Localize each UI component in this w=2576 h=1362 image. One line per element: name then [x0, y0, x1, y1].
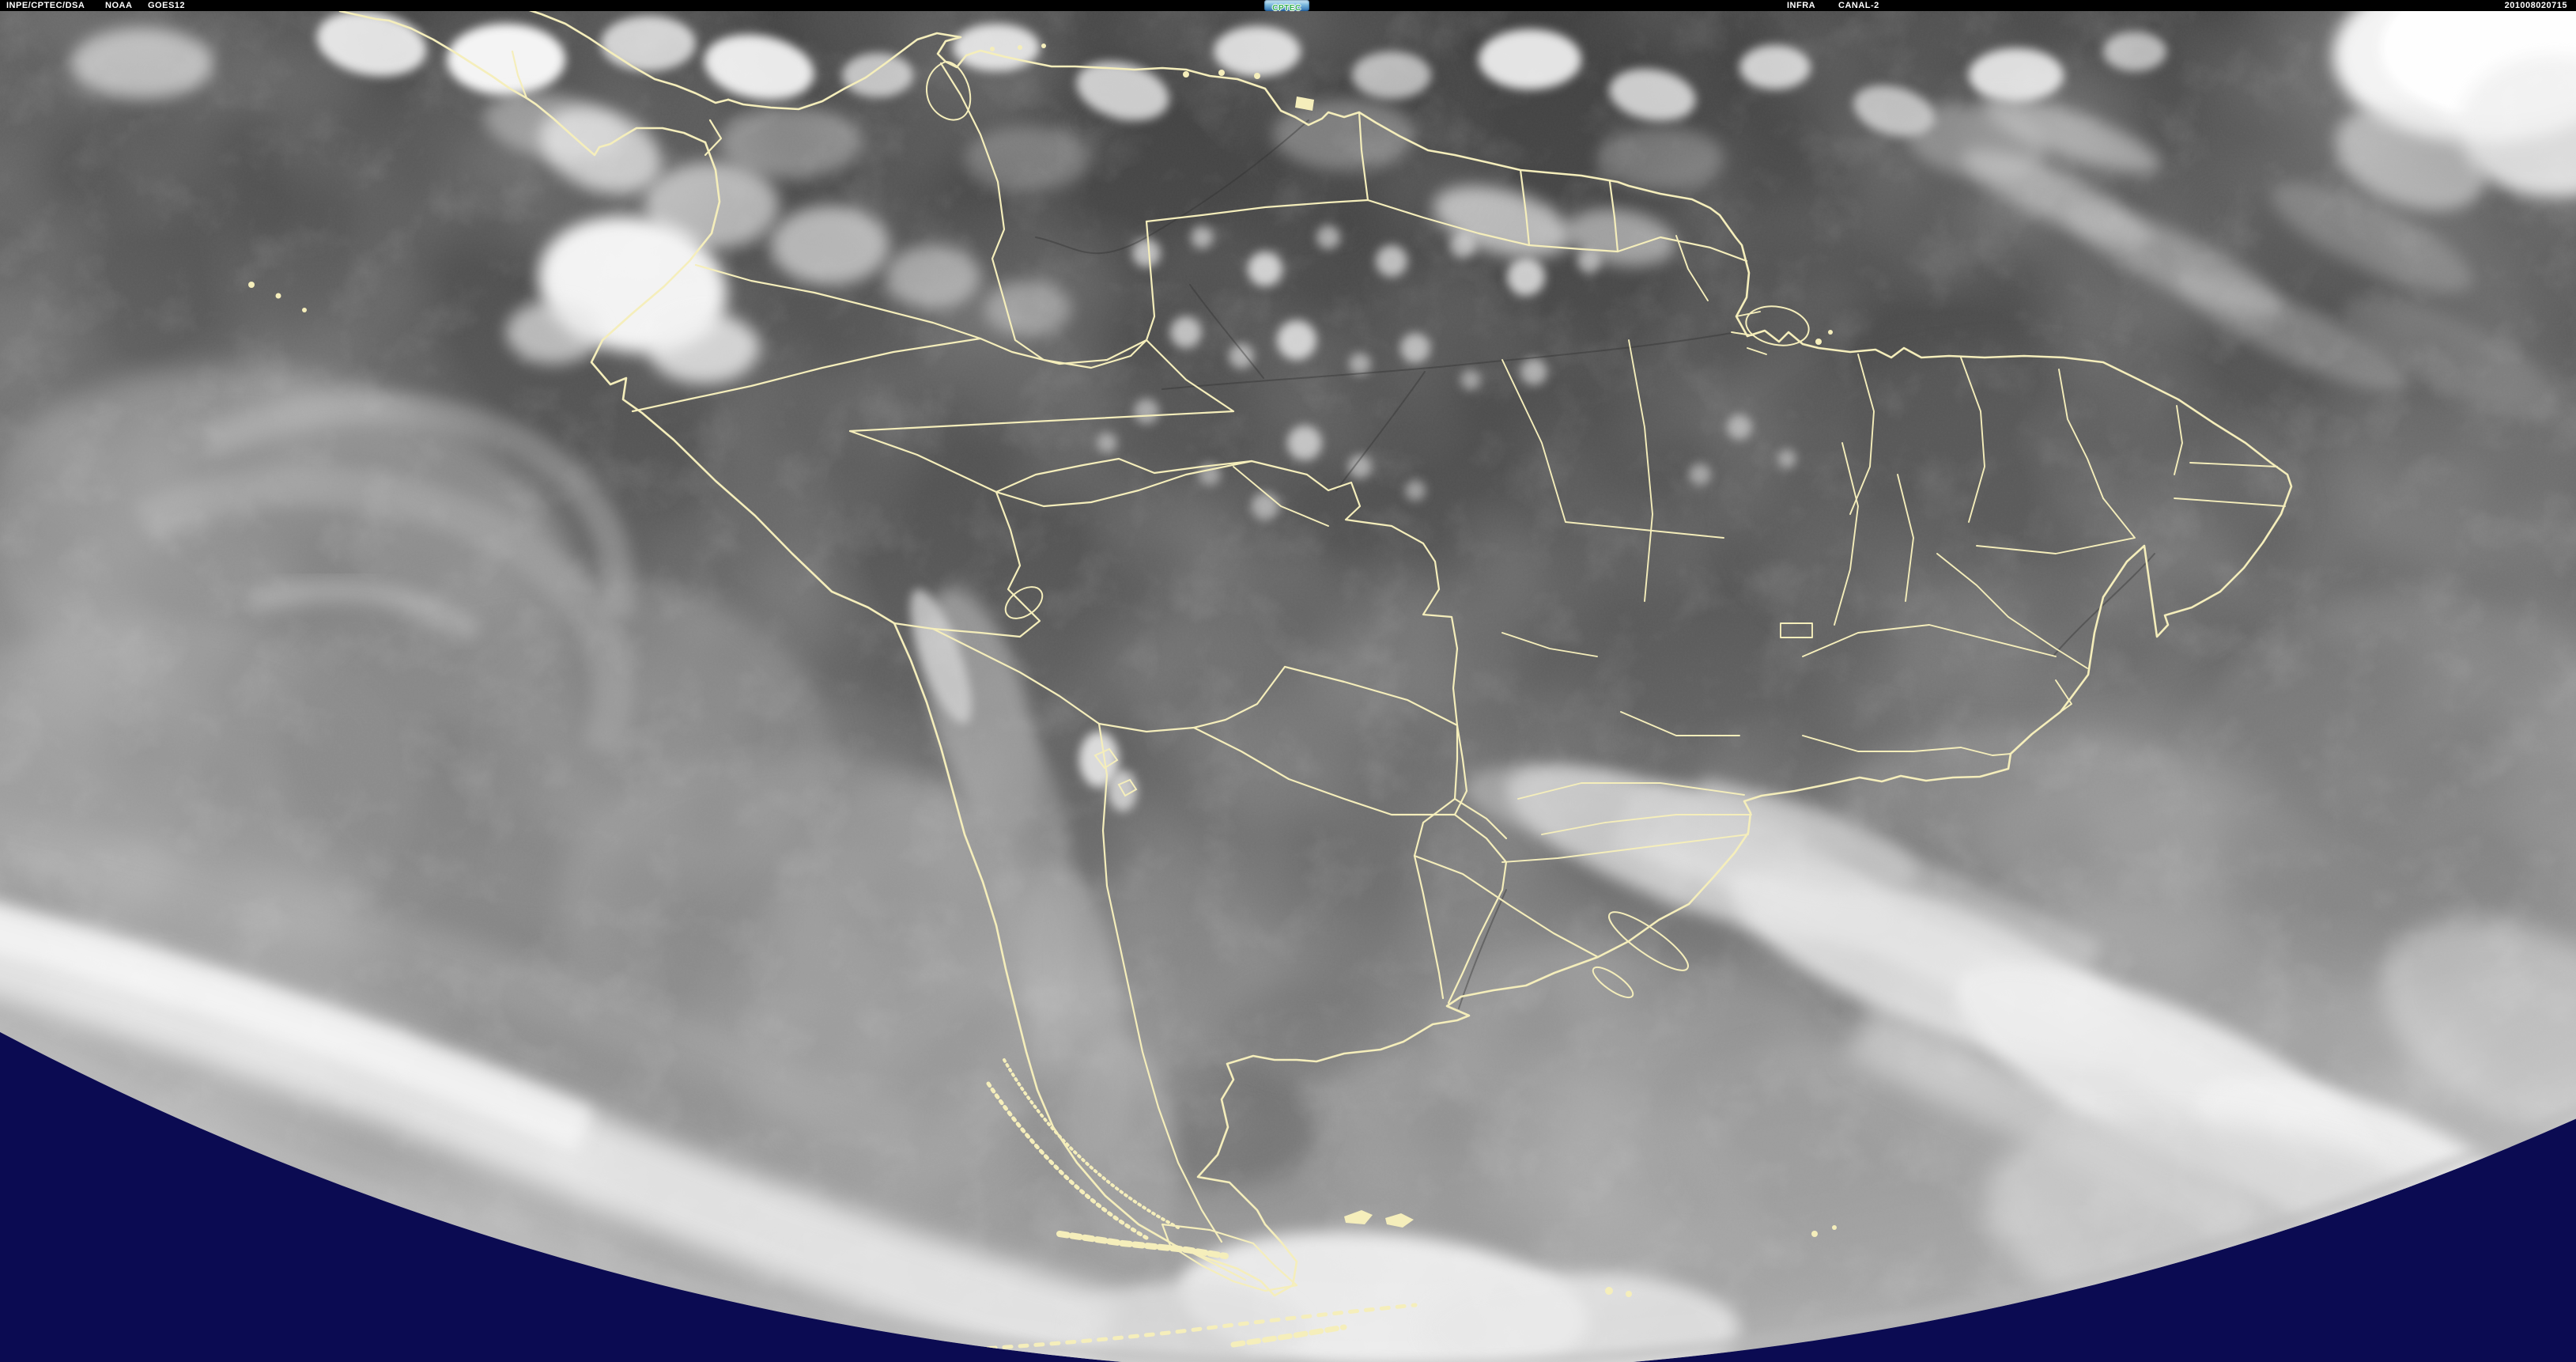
falkland-islands: [1344, 1210, 1373, 1224]
header-bar: INPE/CPTEC/DSA NOAA GOES12 CPTEC INFRA C…: [0, 0, 2576, 13]
fjord-speckles: [986, 1058, 1298, 1292]
lakes: [926, 60, 1689, 999]
agency-label: NOAA: [105, 1, 133, 10]
state-borders: [1233, 235, 2286, 863]
islands: [248, 44, 1414, 1228]
timestamp-label: 201008020715: [2504, 1, 2567, 10]
antarctic-coast-specks: [970, 1225, 1837, 1352]
amazon-delta: [1731, 305, 1833, 355]
cptec-logo: CPTEC: [1264, 0, 1309, 13]
channel-label: CANAL-2: [1838, 1, 1879, 10]
band-label: INFRA: [1787, 1, 1816, 10]
country-borders: [631, 62, 1748, 1281]
logo-text: CPTEC: [1272, 4, 1301, 13]
borders-layer: [248, 5, 2293, 1352]
coastline-south-america: [590, 32, 2293, 1297]
satellite-label: GOES12: [148, 1, 186, 10]
rivers: [1035, 119, 2155, 1009]
coastline-central-america: [338, 5, 730, 157]
source-label: INPE/CPTEC/DSA: [6, 1, 85, 10]
